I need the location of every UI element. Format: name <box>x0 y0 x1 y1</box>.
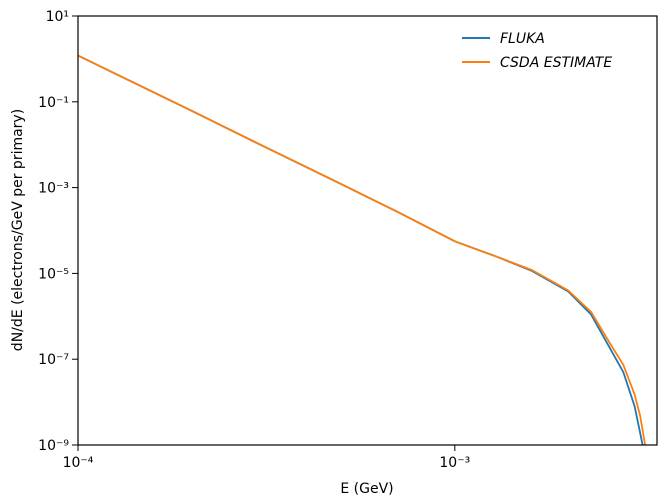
x-tick-label: 10⁻⁴ <box>63 455 94 471</box>
y-tick-label: 10⁻⁹ <box>38 438 69 454</box>
series-line <box>78 54 647 445</box>
x-axis-label: E (GeV) <box>340 481 393 497</box>
x-tick-label: 10⁻³ <box>439 455 470 471</box>
legend-label: FLUKA <box>500 31 545 47</box>
legend-label: CSDA ESTIMATE <box>500 55 612 71</box>
y-tick-label: 10⁻¹ <box>38 95 69 111</box>
series-line <box>78 54 644 445</box>
y-tick-label: 10⁻⁵ <box>38 266 69 282</box>
y-tick-label: 10¹ <box>46 9 69 25</box>
plot-frame <box>77 15 658 446</box>
y-tick-label: 10⁻⁷ <box>38 352 69 368</box>
y-tick-label: 10⁻³ <box>38 181 69 197</box>
y-axis-label: dN/dE (electrons/GeV per primary) <box>10 109 26 351</box>
